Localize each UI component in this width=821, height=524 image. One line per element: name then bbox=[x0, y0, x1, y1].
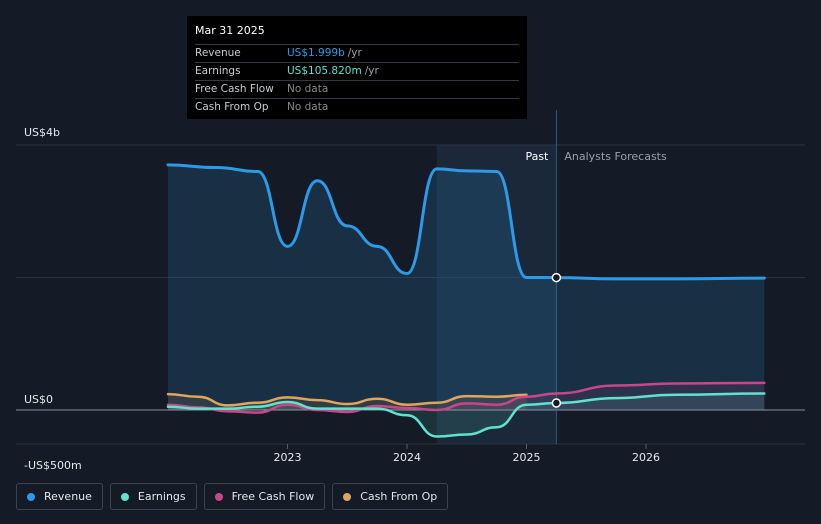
tooltip-label: Earnings bbox=[195, 65, 241, 77]
tooltip: Mar 31 2025 Revenue US$1.999b /yr Earnin… bbox=[187, 16, 527, 119]
tooltip-label: Free Cash Flow bbox=[195, 83, 274, 95]
tooltip-value: No data bbox=[287, 83, 329, 95]
legend-label: Cash From Op bbox=[360, 490, 438, 503]
legend-label: Earnings bbox=[137, 490, 186, 503]
x-tick-label: 2025 bbox=[513, 451, 541, 464]
legend-label: Revenue bbox=[44, 490, 92, 503]
free-cash-flow-area bbox=[168, 382, 765, 413]
revenue-line bbox=[166, 163, 766, 281]
legend-dot-icon bbox=[27, 492, 35, 501]
tooltip-unit: /yr bbox=[347, 47, 362, 59]
tooltip-row-free-cash-flow: Free Cash Flow No data bbox=[195, 80, 519, 98]
tooltip-row-earnings: Earnings US$105.820m /yr bbox=[195, 62, 519, 80]
legend-dot-icon bbox=[214, 492, 223, 501]
y-tick-label: US$4b bbox=[24, 126, 60, 139]
tooltip-value: No data bbox=[287, 101, 329, 113]
legend-item-earnings[interactable]: Earnings bbox=[109, 483, 197, 510]
legend-dot-icon bbox=[120, 492, 129, 501]
earnings-hover-point bbox=[551, 398, 562, 408]
past-highlight-band bbox=[436, 145, 557, 444]
earnings-area bbox=[168, 393, 765, 437]
free-cash-flow-line bbox=[166, 381, 766, 414]
legend-item-cash-from-op[interactable]: Cash From Op bbox=[332, 483, 449, 510]
x-tick-label: 2024 bbox=[393, 451, 421, 464]
legend-label: Free Cash Flow bbox=[231, 490, 315, 503]
x-tick-label: 2026 bbox=[632, 451, 660, 464]
revenue-area bbox=[168, 164, 765, 410]
revenue-hover-point bbox=[551, 272, 562, 283]
tooltip-label: Revenue bbox=[195, 47, 241, 59]
legend-item-free-cash-flow[interactable]: Free Cash Flow bbox=[203, 483, 326, 510]
tooltip-date: Mar 31 2025 bbox=[195, 24, 265, 37]
earnings-line bbox=[166, 392, 766, 438]
x-tick-label: 2023 bbox=[274, 451, 302, 464]
legend: Revenue Earnings Free Cash Flow Cash Fro… bbox=[16, 483, 449, 510]
forecast-label: Analysts Forecasts bbox=[564, 150, 667, 163]
past-label: Past bbox=[525, 150, 549, 163]
tooltip-row-cash-from-op: Cash From Op No data bbox=[195, 98, 519, 116]
y-tick-label: US$0 bbox=[24, 393, 53, 406]
tooltip-label: Cash From Op bbox=[195, 101, 269, 113]
legend-item-revenue[interactable]: Revenue bbox=[16, 483, 103, 510]
y-tick-label: -US$500m bbox=[24, 459, 82, 472]
tooltip-value: US$1.999b bbox=[287, 47, 345, 59]
tooltip-unit: /yr bbox=[364, 65, 379, 77]
cash-from-op-line bbox=[166, 392, 528, 407]
tooltip-row-revenue: Revenue US$1.999b /yr bbox=[195, 44, 519, 62]
tooltip-value: US$105.820m bbox=[287, 65, 362, 77]
legend-dot-icon bbox=[343, 492, 352, 501]
